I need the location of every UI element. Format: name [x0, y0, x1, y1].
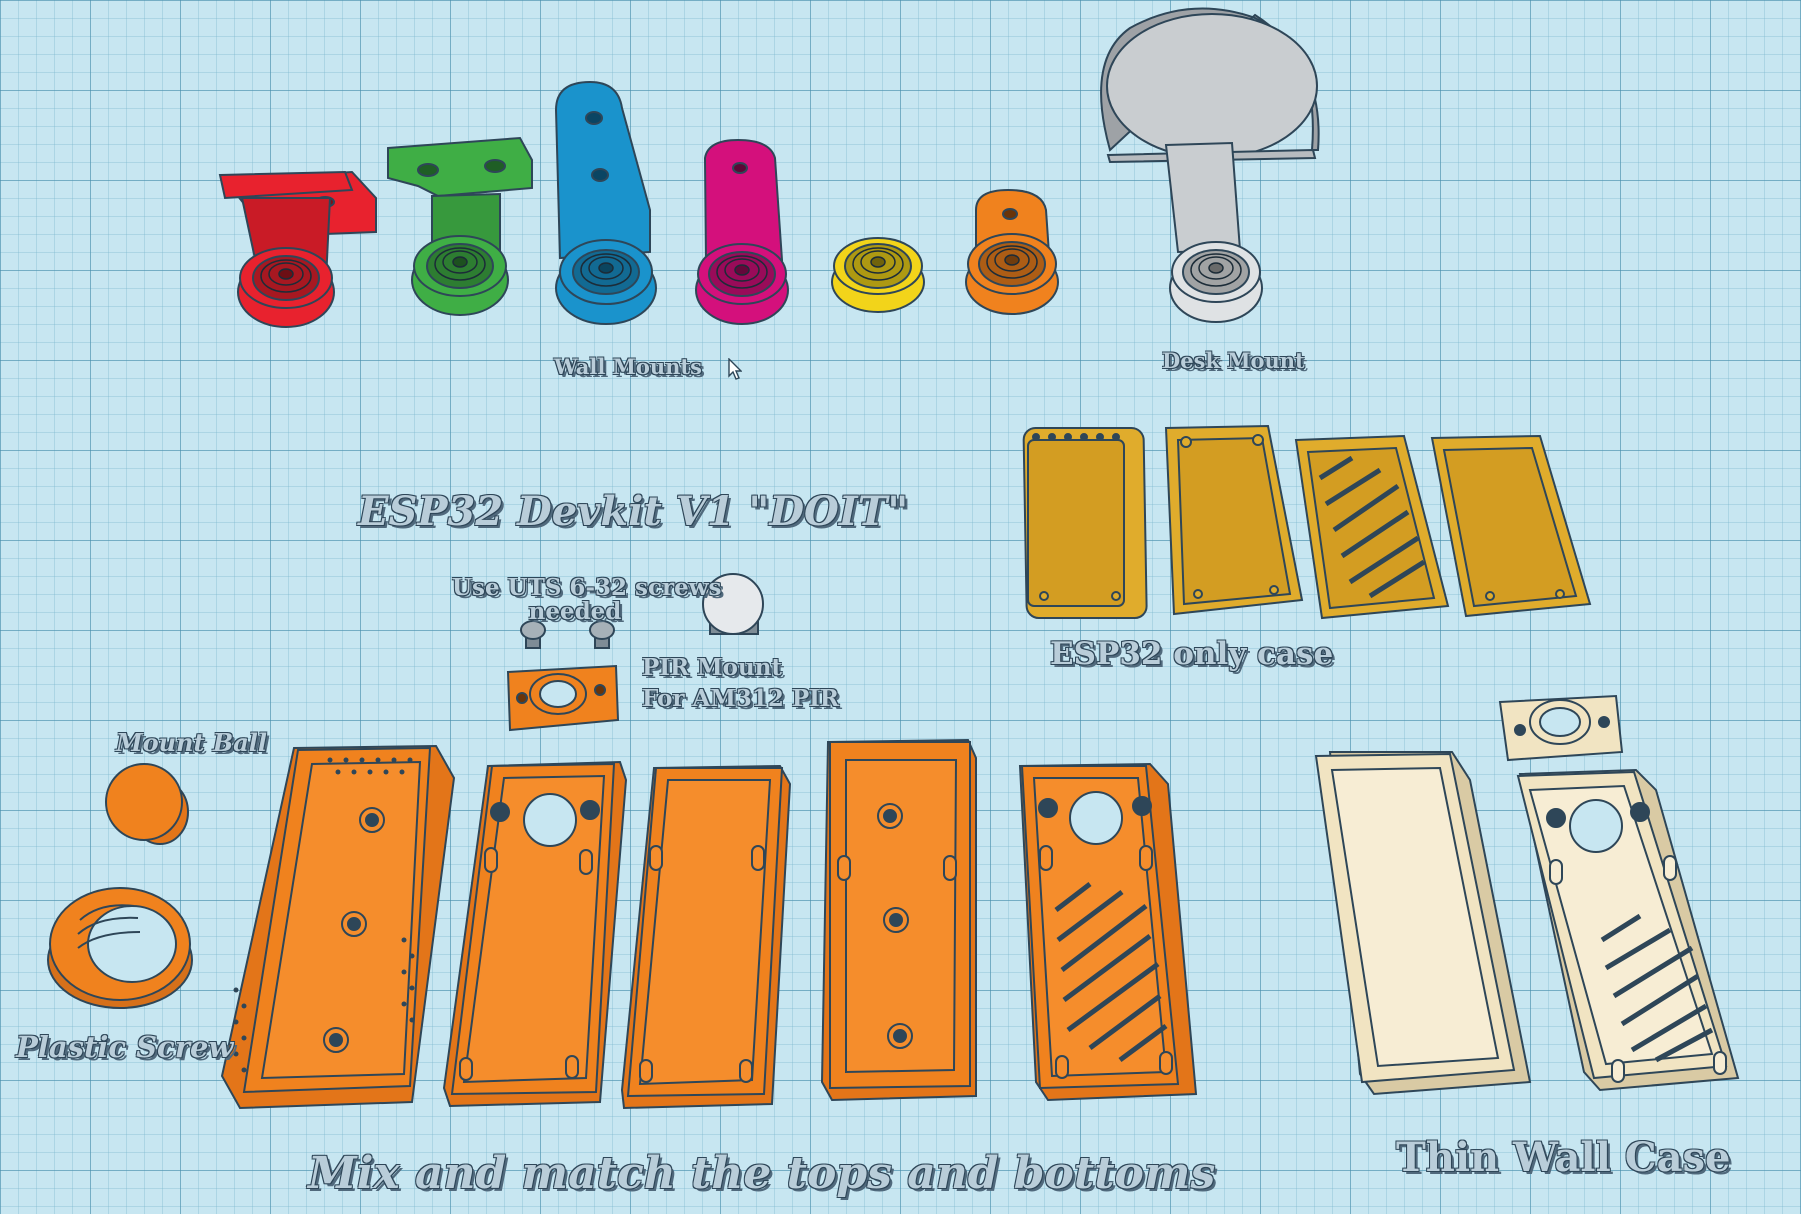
label-screws-line1: Use UTS 6-32 screws: [452, 574, 722, 601]
blue-wall-mount[interactable]: [554, 80, 657, 325]
label-screws-line2: needed: [528, 598, 622, 625]
plastic-screw[interactable]: [47, 887, 193, 1009]
screw-right[interactable]: [589, 620, 615, 649]
pir-dome[interactable]: [702, 573, 764, 635]
esp32-case-gold-4[interactable]: [1430, 434, 1592, 618]
thin-wall-pir-plate[interactable]: [1498, 694, 1624, 762]
green-wall-mount[interactable]: [387, 136, 533, 316]
label-thin-wall-case: Thin Wall Case: [1396, 1134, 1731, 1181]
esp32-case-gold-1[interactable]: [1022, 427, 1148, 619]
label-pir-line1: PIR Mount: [642, 654, 783, 681]
mouse-pointer-icon: [728, 358, 742, 380]
mount-ball[interactable]: [105, 763, 189, 845]
thin-wall-case-top[interactable]: [1516, 768, 1740, 1092]
label-esp32-only-case: ESP32 only case: [1050, 636, 1334, 672]
label-pir-line2: For AM312 PIR: [642, 685, 840, 712]
desk-mount[interactable]: [1100, 7, 1320, 323]
yellow-wall-mount[interactable]: [831, 237, 925, 313]
red-wall-mount[interactable]: [218, 170, 377, 328]
screw-left[interactable]: [520, 620, 546, 649]
esp32-case-gold-3[interactable]: [1294, 434, 1450, 620]
orange-case-top-plain[interactable]: [620, 764, 792, 1110]
orange-wall-mount[interactable]: [965, 188, 1059, 315]
label-wall-mounts: Wall Mounts: [554, 354, 702, 379]
magenta-wall-mount[interactable]: [695, 138, 789, 325]
label-plastic-screw: Plastic Screw: [16, 1030, 234, 1064]
label-mix-and-match: Mix and match the tops and bottoms: [308, 1148, 1216, 1199]
thin-wall-case-bottom[interactable]: [1314, 751, 1532, 1096]
label-esp32-devkit: ESP32 Devkit V1 "DOIT": [358, 488, 909, 535]
label-mount-ball: Mount Ball: [116, 728, 267, 757]
pir-mount-plate[interactable]: [506, 664, 620, 732]
label-desk-mount: Desk Mount: [1162, 348, 1305, 373]
orange-case-top-pir[interactable]: [442, 760, 628, 1108]
orange-case-bottom-deep[interactable]: [820, 738, 977, 1102]
esp32-case-gold-2[interactable]: [1164, 424, 1304, 616]
label-pir-mount: PIR Mount For AM312 PIR: [642, 652, 839, 714]
label-screws-needed: Use UTS 6-32 screws needed: [452, 574, 722, 625]
orange-case-top-pir-vented[interactable]: [1018, 762, 1198, 1102]
orange-case-vented[interactable]: [220, 744, 456, 1110]
